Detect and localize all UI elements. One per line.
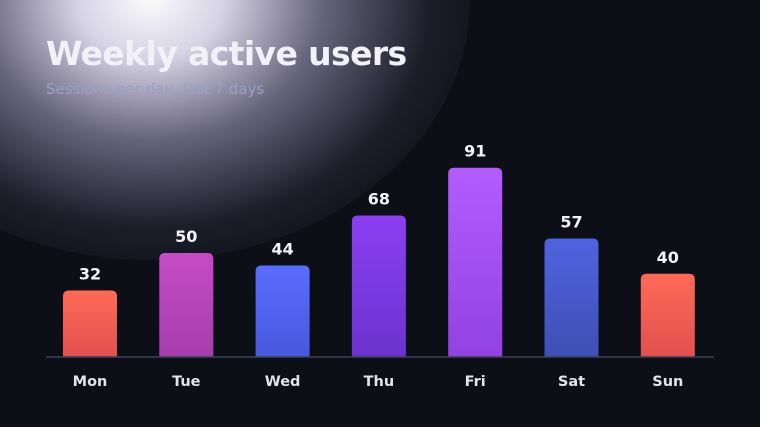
bar-sat <box>544 238 599 357</box>
category-label-sat: Sat <box>558 374 585 390</box>
bar-thu <box>351 215 406 357</box>
category-label-wed: Wed <box>265 374 301 390</box>
bar-tue <box>159 253 214 357</box>
chart-subtitle: Sessions per day, last 7 days <box>46 80 265 98</box>
category-label-tue: Tue <box>172 374 201 390</box>
bar-sun <box>640 273 695 357</box>
labels-group: 32 Mon 50 Tue 44 Wed 68 Thu 91 Fri 57 Sat 40 Sun <box>73 142 684 390</box>
bar-mon <box>63 290 117 357</box>
value-label-thu: 68 <box>368 190 390 209</box>
bars-group <box>63 167 695 357</box>
chart-title: Weekly active users <box>46 34 407 73</box>
value-label-sun: 40 <box>657 248 679 267</box>
bar-wed <box>255 265 310 357</box>
value-label-tue: 50 <box>175 227 197 246</box>
bar-fri <box>448 167 503 357</box>
value-label-fri: 91 <box>464 142 486 161</box>
value-label-mon: 32 <box>79 264 101 283</box>
value-label-sat: 57 <box>560 212 582 231</box>
value-label-wed: 44 <box>271 239 293 258</box>
category-label-sun: Sun <box>652 374 683 390</box>
category-label-fri: Fri <box>465 374 486 390</box>
category-label-mon: Mon <box>73 374 108 390</box>
category-label-thu: Thu <box>364 374 395 390</box>
